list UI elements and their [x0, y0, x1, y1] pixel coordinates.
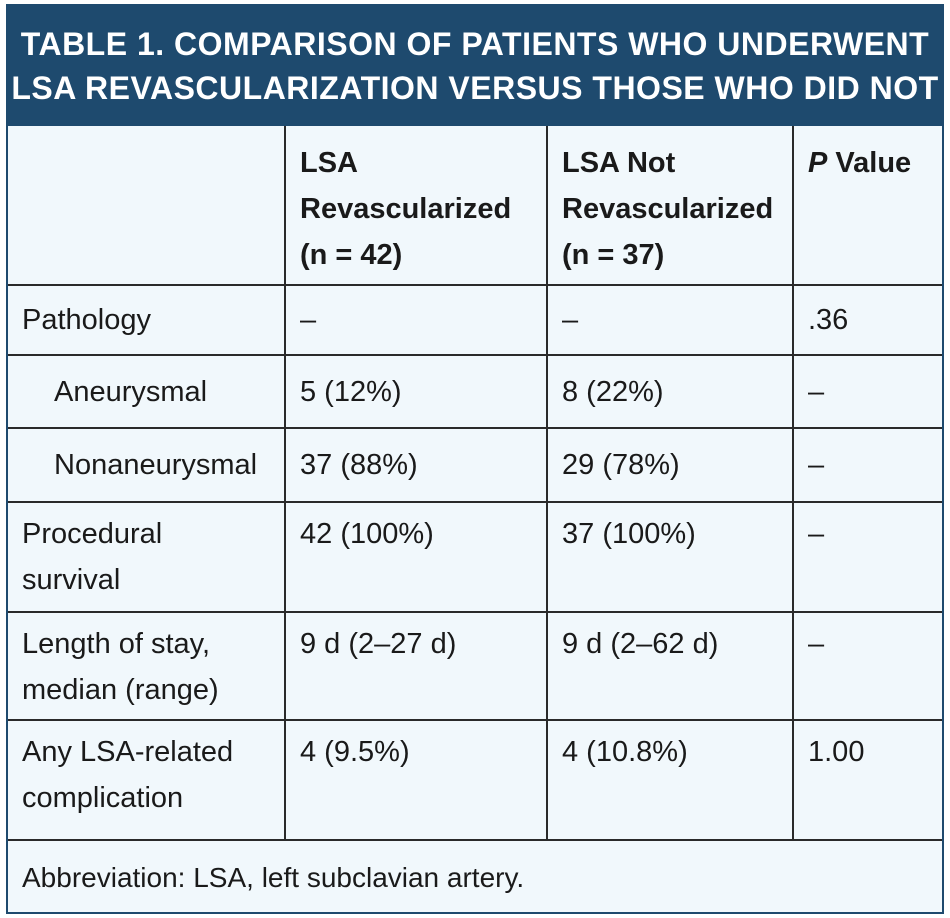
header-lsa-not-revascularized-line-3: (n = 37) — [562, 239, 665, 271]
header-lsa-revascularized-line-2: Revascularized — [300, 193, 512, 225]
row-label-line-2: survival — [22, 564, 121, 596]
table-row: Any LSA-related complication 4 (9.5%) 4 … — [8, 719, 942, 841]
cell-revascularized: 5 (12%) — [284, 354, 548, 429]
table-footnote: Abbreviation: LSA, left subclavian arter… — [8, 839, 942, 901]
header-lsa-revascularized-line-1: LSA — [300, 147, 358, 179]
cell-p-value: – — [792, 611, 942, 721]
cell-p-value: – — [792, 427, 942, 503]
table-row: Pathology – – .36 — [8, 284, 942, 356]
row-label: Aneurysmal — [8, 354, 286, 429]
table-row: Length of stay, median (range) 9 d (2–27… — [8, 611, 942, 721]
cell-not-revascularized: 8 (22%) — [546, 354, 794, 429]
cell-not-revascularized: 9 d (2–62 d) — [546, 611, 794, 721]
cell-revascularized: 42 (100%) — [284, 501, 548, 613]
header-empty-cell — [8, 126, 286, 286]
table-row: Aneurysmal 5 (12%) 8 (22%) – — [8, 354, 942, 429]
row-label-line-2: complication — [22, 782, 184, 814]
table-row: Nonaneurysmal 37 (88%) 29 (78%) – — [8, 427, 942, 503]
row-label: Procedural survival — [8, 501, 286, 613]
header-row: LSA Revascularized (n = 42) LSA Not Reva… — [8, 126, 942, 286]
header-lsa-revascularized-line-3: (n = 42) — [300, 239, 403, 271]
cell-not-revascularized: 29 (78%) — [546, 427, 794, 503]
table-title: TABLE 1. COMPARISON OF PATIENTS WHO UNDE… — [8, 6, 942, 126]
table-title-line-2: LSA REVASCULARIZATION VERSUS THOSE WHO D… — [11, 70, 939, 106]
comparison-table: LSA Revascularized (n = 42) LSA Not Reva… — [8, 126, 942, 901]
header-p-letter: P — [808, 147, 828, 179]
cell-not-revascularized: 37 (100%) — [546, 501, 794, 613]
cell-revascularized: – — [284, 284, 548, 356]
row-label: Nonaneurysmal — [8, 427, 286, 503]
row-label: Pathology — [8, 284, 286, 356]
header-lsa-revascularized: LSA Revascularized (n = 42) — [284, 126, 548, 286]
row-label: Length of stay, median (range) — [8, 611, 286, 721]
header-p-value-text: Value — [827, 147, 912, 179]
header-p-value: P Value — [792, 126, 942, 286]
cell-p-value: 1.00 — [792, 719, 942, 841]
cell-revascularized: 37 (88%) — [284, 427, 548, 503]
cell-p-value: .36 — [792, 284, 942, 356]
header-lsa-not-revascularized-line-1: LSA Not — [562, 147, 676, 179]
header-lsa-not-revascularized: LSA Not Revascularized (n = 37) — [546, 126, 794, 286]
cell-revascularized: 4 (9.5%) — [284, 719, 548, 841]
row-label-line-1: Any LSA-related — [22, 736, 234, 768]
cell-p-value: – — [792, 501, 942, 613]
header-lsa-not-revascularized-line-2: Revascularized — [562, 193, 774, 225]
row-label-line-2: median (range) — [22, 674, 219, 706]
footnote-row: Abbreviation: LSA, left subclavian arter… — [8, 839, 942, 901]
table-row: Procedural survival 42 (100%) 37 (100%) … — [8, 501, 942, 613]
cell-revascularized: 9 d (2–27 d) — [284, 611, 548, 721]
cell-not-revascularized: – — [546, 284, 794, 356]
table-container: TABLE 1. COMPARISON OF PATIENTS WHO UNDE… — [6, 4, 944, 914]
row-label-line-1: Procedural — [22, 518, 163, 550]
row-label: Any LSA-related complication — [8, 719, 286, 841]
table-title-line-1: TABLE 1. COMPARISON OF PATIENTS WHO UNDE… — [20, 26, 930, 62]
row-label-line-1: Length of stay, — [22, 628, 211, 660]
cell-p-value: – — [792, 354, 942, 429]
cell-not-revascularized: 4 (10.8%) — [546, 719, 794, 841]
